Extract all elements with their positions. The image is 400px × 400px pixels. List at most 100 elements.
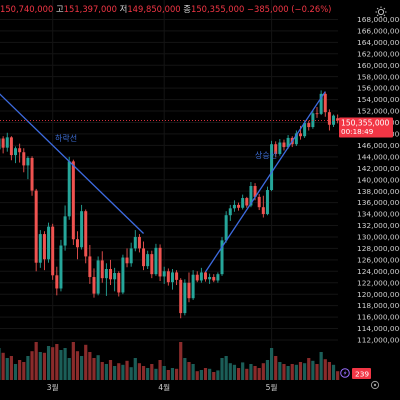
volume-bars <box>0 342 340 380</box>
y-tick-label: 152,000,000 <box>357 107 400 116</box>
volume-bar <box>92 358 96 380</box>
candle-body <box>59 245 63 289</box>
volume-bar <box>187 362 191 380</box>
candle-body <box>170 272 174 283</box>
candle-body <box>5 137 9 148</box>
candle-body <box>199 272 203 281</box>
volume-bar <box>294 364 298 380</box>
candle-body <box>129 248 133 264</box>
candle-body <box>319 93 323 114</box>
volume-bar <box>212 372 216 380</box>
candle-body <box>67 161 71 217</box>
candle-body <box>237 204 241 208</box>
volume-bar <box>232 364 237 380</box>
volume-bar <box>216 370 220 380</box>
trendlines[interactable] <box>0 85 326 273</box>
volume-bar <box>9 356 13 380</box>
volume-bar <box>80 356 84 380</box>
candle-body <box>42 234 46 260</box>
candle-body <box>26 157 30 166</box>
volume-bar <box>170 368 175 380</box>
volume-bar <box>55 344 59 380</box>
candle-body <box>179 279 183 314</box>
sun-gear-icon[interactable] <box>375 6 387 18</box>
y-tick-label: 142,000,000 <box>357 164 400 173</box>
y-tick-label: 140,000,000 <box>357 175 400 184</box>
candle-body <box>14 148 18 156</box>
candle-body <box>80 211 84 248</box>
candle-body <box>109 269 113 280</box>
ohlc-open: 150,740,000 <box>0 4 54 14</box>
volume-bar <box>174 368 179 380</box>
trendline-down <box>0 93 145 234</box>
volume-bar <box>199 370 203 380</box>
candle-body <box>261 207 265 215</box>
candle-body <box>253 186 257 197</box>
volume-bar <box>96 355 100 380</box>
ohlc-low-label: 저 <box>119 4 128 14</box>
volume-bar <box>191 364 195 380</box>
y-tick-label: 136,000,000 <box>357 198 400 207</box>
gear-icon[interactable] <box>370 380 380 390</box>
candle-body <box>212 277 216 281</box>
x-tick-label: 4월 <box>158 382 170 392</box>
volume-bar <box>88 352 92 380</box>
y-tick-label: 126,000,000 <box>357 255 400 264</box>
volume-bar <box>59 350 63 380</box>
candle-body <box>125 257 129 264</box>
volume-bar <box>1 352 5 380</box>
volume-bar <box>75 351 80 380</box>
y-tick-label: 124,000,000 <box>357 267 400 276</box>
candle-body <box>121 257 125 293</box>
y-tick-label: 114,000,000 <box>357 324 400 333</box>
x-axis: 3월 4월 5월 <box>47 382 278 392</box>
volume-bar <box>220 358 224 380</box>
volume-bar <box>311 360 315 380</box>
candle-body <box>249 186 253 206</box>
volume-bar <box>0 348 1 380</box>
volume-bar <box>150 364 154 380</box>
volume-bar <box>71 342 75 380</box>
candle-body <box>298 133 302 137</box>
candle-body <box>146 254 150 267</box>
candle-body <box>187 282 191 299</box>
candle-body <box>224 215 228 241</box>
volume-bar <box>18 360 22 380</box>
candle-body <box>323 93 327 113</box>
volume-bar <box>253 366 257 380</box>
y-tick-label: 134,000,000 <box>357 210 400 219</box>
candle-body <box>9 137 13 156</box>
candle-body <box>30 157 34 191</box>
candle-body <box>270 144 274 191</box>
candle-body <box>265 190 269 215</box>
ohlc-close: 150,355,000 <box>191 4 245 14</box>
volume-bar <box>104 364 108 380</box>
volume-bar <box>117 363 121 380</box>
volume-bar <box>22 362 26 380</box>
volume-bar <box>129 367 133 380</box>
y-tick-label: 166,000,000 <box>357 26 400 35</box>
x-tick-label: 3월 <box>47 382 59 392</box>
y-axis: 168,000,000 166,000,000 164,000,000 162,000… <box>357 15 400 345</box>
candle-body <box>294 133 298 145</box>
candle-body <box>336 118 340 121</box>
volume-bar <box>195 371 199 380</box>
volume-bar <box>245 368 249 380</box>
volume-bar <box>327 362 331 380</box>
volume-bar <box>34 342 38 380</box>
volume-bar <box>113 366 117 380</box>
volume-bar <box>265 360 270 380</box>
volume-bar <box>282 364 286 380</box>
candle-body <box>71 161 75 240</box>
trendline-up <box>204 91 326 273</box>
lightning-icon[interactable] <box>340 368 350 378</box>
y-tick-label: 162,000,000 <box>357 49 400 58</box>
volume-bar <box>166 370 170 380</box>
volume-bar <box>286 366 290 380</box>
price-tag-value: 150,355,000 <box>341 118 389 127</box>
candle-body <box>0 138 1 150</box>
volume-bar <box>307 358 311 380</box>
candle-body <box>22 152 26 166</box>
volume-bar <box>203 368 208 380</box>
